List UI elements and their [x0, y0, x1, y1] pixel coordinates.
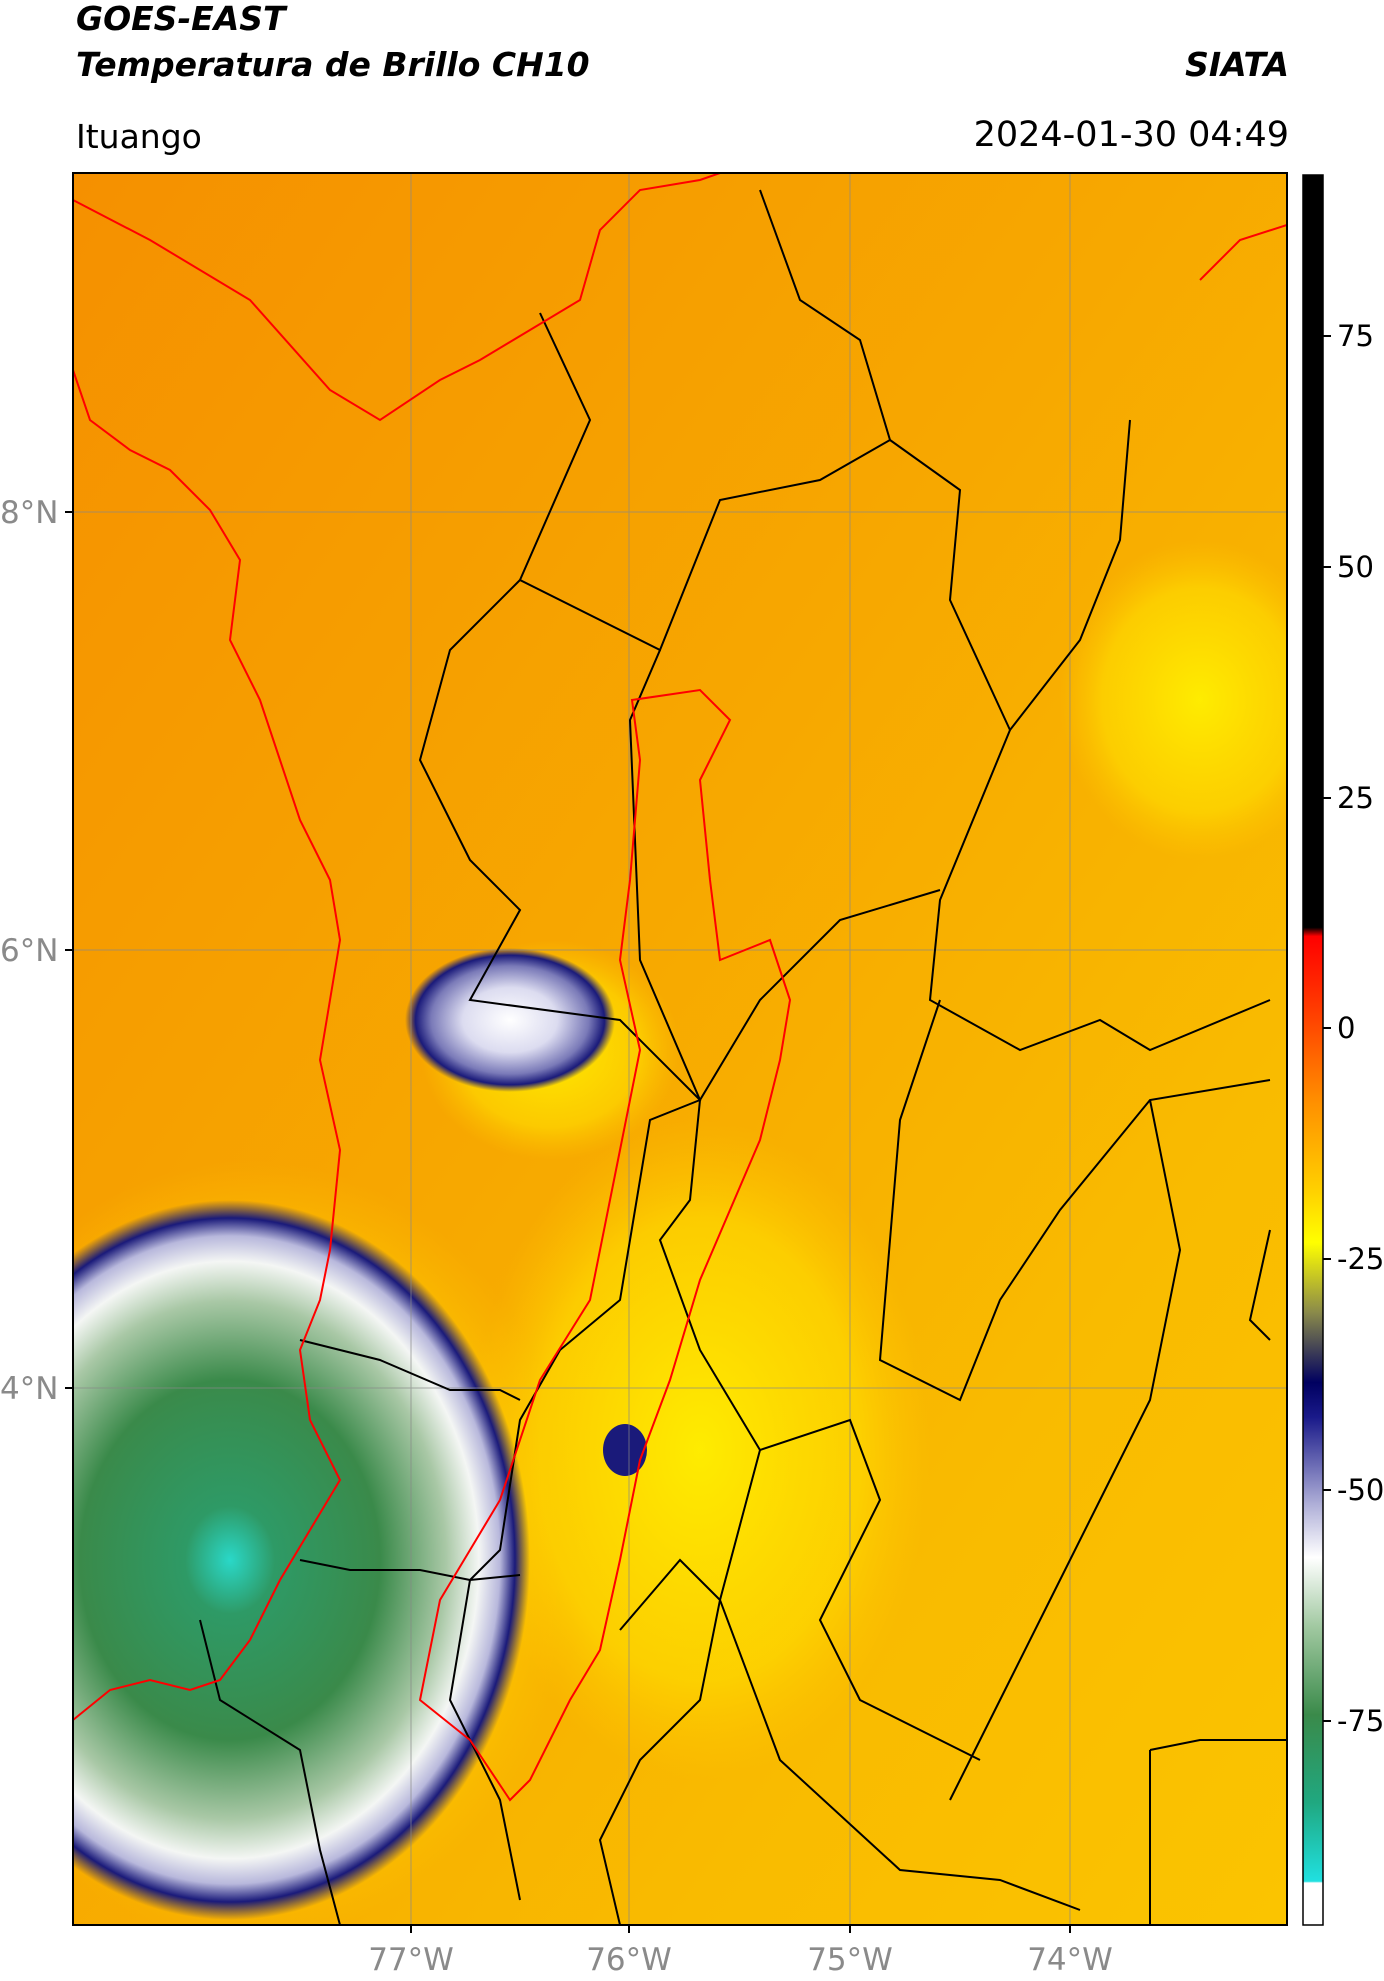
map-frame: [72, 172, 1288, 1926]
warm-patch-east: [1060, 540, 1287, 860]
colorbar-label-25: 25: [1337, 781, 1374, 815]
colorbar: [1302, 174, 1324, 1926]
national-borders: [73, 173, 1287, 1802]
lat-ticks: [65, 511, 73, 1389]
colorbar-label-50: 50: [1337, 550, 1374, 584]
satellite-title: GOES-EAST: [76, 0, 286, 38]
datetime-label: 2024-01-30 04:49: [973, 115, 1289, 155]
department-borders: [199, 189, 1287, 1925]
brand-label: SIATA: [1185, 45, 1289, 84]
small-cell: [603, 1424, 647, 1476]
lat-label-6n: 6°N: [0, 933, 58, 969]
lat-label-4n: 4°N: [0, 1371, 58, 1407]
colorbar-label-minus50: -50: [1337, 1473, 1384, 1507]
colorbar-ticks: [1323, 335, 1331, 1722]
gridlines: [73, 173, 1287, 1925]
colorbar-label-75: 75: [1337, 319, 1374, 353]
location-label: Ituango: [76, 117, 202, 156]
convective-cell-ituango: [405, 948, 615, 1092]
colorbar-label-0: 0: [1337, 1011, 1355, 1045]
colorbar-label-minus75: -75: [1337, 1704, 1384, 1738]
lat-label-8n: 8°N: [0, 495, 58, 531]
lon-label-75w: 75°W: [807, 1942, 893, 1978]
lon-label-76w: 76°W: [586, 1942, 672, 1978]
brightness-temperature-field: [73, 173, 1287, 1925]
lon-label-77w: 77°W: [368, 1942, 454, 1978]
product-title: Temperatura de Brillo CH10: [76, 45, 590, 84]
colorbar-label-minus25: -25: [1337, 1242, 1384, 1276]
lon-ticks: [410, 1925, 1071, 1933]
warm-patch-south: [470, 1120, 930, 1780]
lon-label-74w: 74°W: [1027, 1942, 1113, 1978]
